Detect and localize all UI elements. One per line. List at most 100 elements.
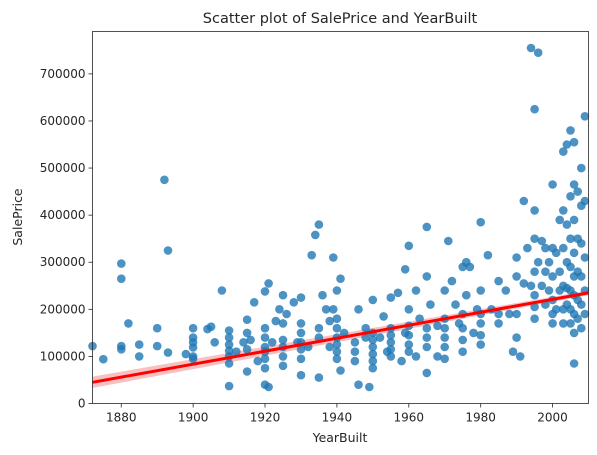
data-point xyxy=(242,328,252,338)
data-point xyxy=(566,319,575,328)
data-point xyxy=(440,354,450,364)
data-point xyxy=(530,104,539,114)
data-point xyxy=(577,239,586,248)
data-point xyxy=(519,279,529,288)
data-point xyxy=(526,43,536,53)
data-point xyxy=(386,352,396,361)
data-point xyxy=(577,323,586,333)
data-point xyxy=(232,347,241,357)
data-point xyxy=(289,298,299,307)
data-point xyxy=(163,348,173,357)
data-point xyxy=(433,321,442,331)
data-point xyxy=(512,272,521,281)
y-tick-label: 600000 xyxy=(40,114,86,128)
data-point xyxy=(239,338,248,347)
data-point xyxy=(404,305,414,314)
data-point xyxy=(530,290,539,300)
data-point xyxy=(282,309,291,319)
data-point xyxy=(260,354,270,364)
data-point xyxy=(368,349,378,359)
x-tick-label: 1940 xyxy=(322,411,353,425)
y-tick-label: 300000 xyxy=(40,255,86,269)
x-axis-ticks: 1880 1900 1920 1940 1960 1980 2000 xyxy=(106,403,568,425)
y-tick-label: 100000 xyxy=(40,349,86,363)
data-point xyxy=(181,349,191,359)
data-point xyxy=(278,290,288,300)
data-point xyxy=(296,319,306,328)
data-point xyxy=(440,333,450,342)
data-point xyxy=(296,345,306,354)
y-tick-label: 0 xyxy=(78,397,86,411)
data-point xyxy=(483,250,493,260)
data-point xyxy=(562,220,572,229)
data-point xyxy=(530,267,539,277)
data-point xyxy=(559,206,568,215)
data-point xyxy=(332,340,342,349)
regression-line-layer xyxy=(92,291,589,384)
data-point xyxy=(580,112,590,121)
data-point xyxy=(206,322,216,332)
data-point xyxy=(246,335,255,345)
data-point xyxy=(397,356,406,366)
data-point xyxy=(134,352,144,361)
data-point xyxy=(314,373,324,382)
data-point xyxy=(422,333,432,342)
data-point xyxy=(533,257,543,267)
data-point xyxy=(569,215,579,225)
data-point xyxy=(314,323,324,333)
y-axis-ticks: 0 100000 200000 300000 400000 500000 600000 700… xyxy=(40,67,93,411)
data-points-layer xyxy=(88,43,590,392)
data-point xyxy=(577,163,586,173)
data-point xyxy=(332,286,342,295)
data-point xyxy=(117,259,126,268)
data-point xyxy=(494,319,503,328)
data-point xyxy=(224,359,234,368)
y-axis-label: SalePrice xyxy=(10,188,25,246)
data-point xyxy=(569,137,579,147)
y-tick-label: 400000 xyxy=(40,208,86,222)
data-point xyxy=(465,262,475,272)
data-point xyxy=(566,126,575,135)
data-point xyxy=(404,241,414,251)
data-point xyxy=(444,236,453,246)
data-point xyxy=(458,335,468,345)
regression-line xyxy=(92,291,589,384)
data-point xyxy=(224,340,234,349)
data-point xyxy=(386,330,396,340)
data-point xyxy=(325,316,335,326)
data-point xyxy=(134,340,144,349)
data-point xyxy=(422,368,432,378)
x-tick-label: 1920 xyxy=(250,411,281,425)
data-point xyxy=(548,272,557,281)
data-point xyxy=(354,305,363,314)
data-point xyxy=(537,281,547,291)
y-tick-label: 500000 xyxy=(40,161,86,175)
data-point xyxy=(350,356,360,366)
data-point xyxy=(526,281,536,291)
data-point xyxy=(530,314,539,324)
data-point xyxy=(512,333,521,342)
data-point xyxy=(555,215,564,225)
data-point xyxy=(365,382,374,392)
data-point xyxy=(321,305,331,314)
data-point xyxy=(512,309,521,319)
data-point xyxy=(533,48,543,57)
data-point xyxy=(569,328,579,338)
data-point xyxy=(404,347,414,357)
data-point xyxy=(476,217,486,227)
data-point xyxy=(368,295,378,305)
data-point xyxy=(332,347,342,357)
data-point xyxy=(242,315,252,325)
data-point xyxy=(440,323,450,333)
data-point xyxy=(332,323,342,333)
data-point xyxy=(577,272,586,281)
data-point xyxy=(508,347,518,357)
data-point xyxy=(415,314,424,324)
data-point xyxy=(152,341,162,351)
data-point xyxy=(361,333,371,342)
data-point xyxy=(541,243,550,253)
data-point xyxy=(505,309,514,319)
data-point xyxy=(260,323,270,333)
data-point xyxy=(458,323,468,333)
